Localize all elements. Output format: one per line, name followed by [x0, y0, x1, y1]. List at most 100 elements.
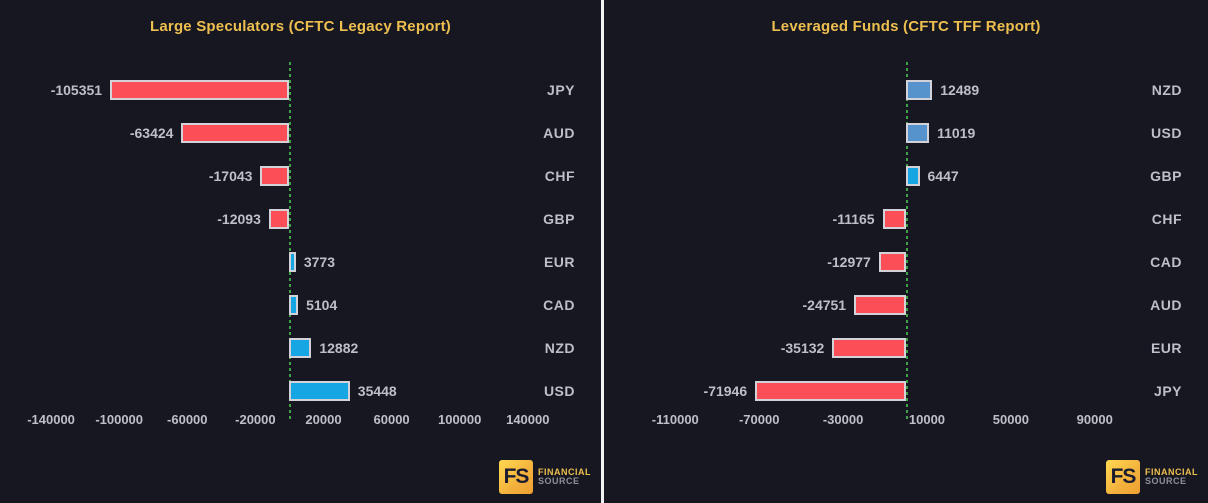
logo-line1: FINANCIAL [1145, 466, 1198, 477]
financial-source-logo: FS FINANCIAL SOURCE [499, 460, 591, 494]
logo-line2: SOURCE [1145, 476, 1187, 486]
x-tick-label: 140000 [506, 412, 550, 427]
zero-reference-line [289, 62, 292, 420]
category-label-nzd: NZD [544, 339, 575, 356]
bar-jpy [110, 79, 290, 100]
x-tick-label: 90000 [1076, 412, 1113, 427]
x-tick-label: 50000 [992, 412, 1029, 427]
category-label-usd: USD [543, 382, 575, 399]
bar-eur [289, 251, 296, 272]
bar-chf [260, 165, 290, 186]
bar-row-chf: -17043 CHF [0, 154, 601, 197]
category-label-gbp: GBP [1150, 167, 1182, 184]
bar-cad [878, 251, 906, 272]
x-tick-label: -20000 [235, 412, 276, 427]
bar-row-nzd: 12489 NZD [604, 68, 1208, 111]
chart-title: Leveraged Funds (CFTC TFF Report) [771, 18, 1041, 35]
x-axis: -140000 -100000 -60000 -20000 20000 60000 1000… [0, 412, 601, 432]
bar-eur [832, 337, 906, 358]
chart-title: Large Speculators (CFTC Legacy Report) [150, 18, 451, 35]
bar-row-eur: -35132 EUR [604, 326, 1208, 369]
value-label-eur: -35132 [780, 339, 825, 356]
bar-row-nzd: 12882 NZD [0, 326, 601, 369]
value-label-usd: 11019 [937, 124, 976, 141]
value-label-jpy: -105351 [50, 81, 103, 98]
bar-row-gbp: 6447 GBP [604, 154, 1208, 197]
category-label-cad: CAD [1150, 253, 1182, 270]
value-label-nzd: 12882 [319, 339, 359, 356]
category-label-gbp: GBP [543, 210, 575, 227]
x-axis: -110000 -70000 -30000 10000 50000 90000 [604, 412, 1208, 432]
bar-aud [181, 122, 290, 143]
category-label-chf: CHF [1151, 210, 1182, 227]
x-tick-label: -60000 [167, 412, 208, 427]
category-label-nzd: NZD [1151, 81, 1182, 98]
bar-row-eur: 3773 EUR [0, 240, 601, 283]
panel-large-speculators: Large Speculators (CFTC Legacy Report) -… [0, 0, 601, 503]
bar-usd [289, 380, 350, 401]
x-tick-label: 100000 [437, 412, 482, 427]
category-label-aud: AUD [1150, 296, 1182, 313]
category-label-usd: USD [1150, 124, 1182, 141]
bar-row-gbp: -12093 GBP [0, 197, 601, 240]
logo-line1: FINANCIAL [538, 466, 591, 477]
zero-reference-line [906, 62, 908, 420]
panel-divider [601, 0, 604, 503]
value-label-chf: -17043 [208, 167, 253, 184]
value-label-cad: -12977 [827, 253, 871, 270]
x-tick-label: 10000 [908, 412, 946, 427]
category-label-chf: CHF [544, 167, 575, 184]
bar-row-aud: -24751 AUD [604, 283, 1208, 326]
value-label-aud: -24751 [802, 296, 847, 313]
bar-chf [882, 208, 906, 229]
bar-row-jpy: -105351 JPY [0, 68, 601, 111]
logo-text: FINANCIAL SOURCE [538, 466, 591, 487]
bar-row-usd: 11019 USD [604, 111, 1208, 154]
x-tick-label: 60000 [373, 412, 410, 427]
x-tick-label: -30000 [822, 412, 864, 427]
bar-row-chf: -11165 CHF [604, 197, 1208, 240]
x-tick-label: -140000 [27, 412, 75, 427]
category-label-eur: EUR [1150, 339, 1182, 356]
bar-row-jpy: -71946 JPY [604, 369, 1208, 412]
value-label-gbp: -12093 [217, 210, 261, 227]
bar-nzd [906, 79, 933, 100]
category-label-jpy: JPY [1154, 382, 1182, 399]
value-label-gbp: 6447 [927, 167, 959, 184]
value-label-eur: 3773 [303, 253, 335, 270]
x-tick-label: -110000 [651, 412, 699, 427]
bar-usd [906, 122, 930, 143]
value-label-chf: -11165 [832, 210, 875, 227]
bar-cad [289, 294, 299, 315]
value-label-aud: -63424 [129, 124, 174, 141]
x-tick-label: -100000 [95, 412, 144, 427]
bar-row-cad: -12977 CAD [604, 240, 1208, 283]
plot-area: -105351 JPY -63424 AUD -17043 CHF -12093 GBP 377… [0, 62, 601, 420]
bar-row-aud: -63424 AUD [0, 111, 601, 154]
category-label-eur: EUR [543, 253, 575, 270]
category-label-aud: AUD [543, 124, 575, 141]
bar-jpy [755, 380, 906, 401]
bar-gbp [268, 208, 290, 229]
bar-row-usd: 35448 USD [0, 369, 601, 412]
bar-row-cad: 5104 CAD [0, 283, 601, 326]
plot-area: 12489 NZD 11019 USD 6447 GBP -11165 CHF -12977 CA… [604, 62, 1208, 420]
fs-logo-icon: FS [1106, 460, 1140, 494]
value-label-cad: 5104 [306, 296, 338, 313]
financial-source-logo: FS FINANCIAL SOURCE [1106, 460, 1198, 494]
bar-gbp [906, 165, 920, 186]
x-tick-label: -70000 [738, 412, 780, 427]
x-tick-label: 20000 [305, 412, 342, 427]
value-label-usd: 35448 [357, 382, 397, 399]
panel-leveraged-funds: Leveraged Funds (CFTC TFF Report) 12489 N… [604, 0, 1208, 503]
fs-logo-icon: FS [499, 460, 533, 494]
bar-aud [854, 294, 906, 315]
value-label-jpy: -71946 [703, 382, 748, 399]
category-label-cad: CAD [543, 296, 575, 313]
value-label-nzd: 12489 [940, 81, 980, 98]
logo-text: FINANCIAL SOURCE [1145, 466, 1198, 487]
category-label-jpy: JPY [547, 81, 575, 98]
bar-nzd [289, 337, 312, 358]
logo-line2: SOURCE [538, 476, 580, 486]
